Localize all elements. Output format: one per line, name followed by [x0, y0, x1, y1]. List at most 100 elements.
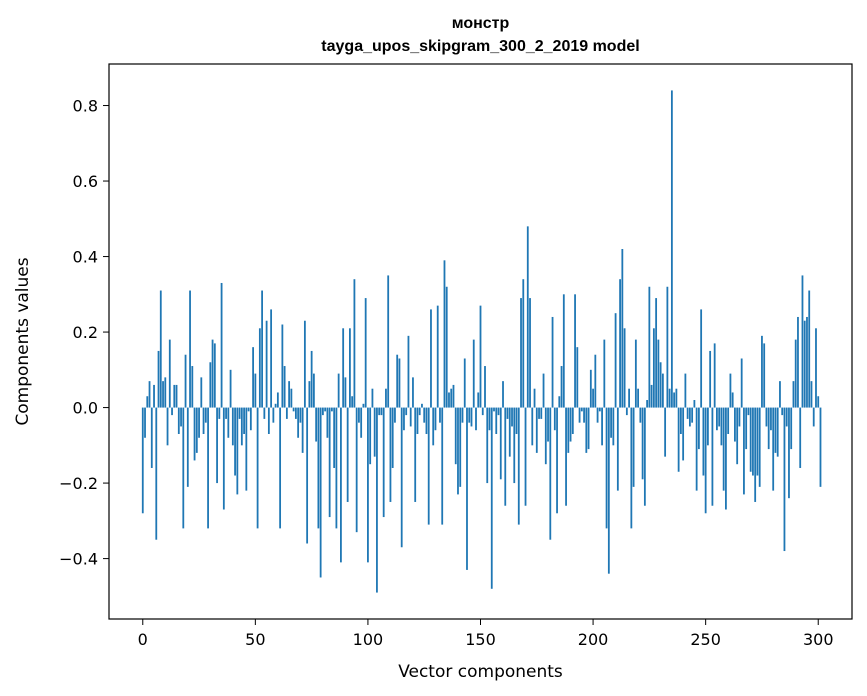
bar — [594, 354, 597, 408]
bar — [567, 407, 570, 453]
bar — [387, 275, 390, 408]
bar — [668, 388, 671, 408]
bar — [499, 407, 502, 480]
x-tick-label: 250 — [690, 630, 721, 649]
bar — [211, 339, 214, 408]
y-axis: −0.4 −0.2 0.0 0.2 0.4 0.6 0.8 — [59, 97, 109, 569]
bar — [272, 407, 275, 423]
bar — [752, 407, 754, 476]
bar — [779, 381, 781, 408]
bar — [409, 407, 412, 427]
bar — [261, 290, 263, 408]
bar — [682, 407, 685, 461]
bar — [470, 407, 473, 427]
bar — [535, 407, 538, 453]
bar — [562, 294, 565, 408]
bar — [745, 407, 748, 450]
bar — [258, 328, 261, 408]
bar — [792, 381, 795, 408]
bar — [220, 282, 223, 408]
bar — [389, 407, 392, 502]
bar — [202, 407, 205, 434]
bar — [529, 298, 531, 408]
bar — [324, 407, 327, 412]
bar — [553, 407, 556, 431]
bar — [189, 290, 191, 408]
bar — [229, 369, 232, 408]
y-tick-label: 0.8 — [73, 97, 98, 116]
x-tick-label: 100 — [353, 630, 384, 649]
bar — [531, 407, 534, 446]
bar — [819, 407, 822, 487]
bar — [434, 407, 437, 431]
bar — [252, 347, 254, 408]
bar — [436, 305, 439, 408]
bar — [427, 407, 430, 525]
bar — [448, 392, 450, 408]
bar — [538, 407, 540, 419]
bar — [297, 407, 300, 438]
bar — [797, 316, 799, 408]
bar — [596, 407, 599, 423]
bar — [808, 290, 811, 408]
bar — [326, 407, 329, 438]
x-tick-label: 200 — [578, 630, 609, 649]
bar — [146, 396, 149, 408]
bar — [639, 407, 642, 423]
bar — [171, 407, 173, 416]
bar — [439, 407, 441, 423]
bar — [484, 366, 486, 408]
bar — [601, 407, 603, 446]
bar — [763, 343, 766, 408]
bar — [612, 407, 615, 446]
bar — [661, 373, 664, 408]
bar — [576, 347, 579, 408]
bar — [155, 407, 158, 540]
bar — [632, 407, 635, 487]
bar — [182, 407, 185, 529]
bar — [488, 407, 491, 431]
bar — [770, 407, 772, 431]
bar — [799, 407, 802, 468]
bar — [463, 358, 466, 408]
bar — [180, 407, 182, 427]
bar — [416, 407, 419, 434]
bar — [515, 407, 518, 434]
bar — [274, 403, 277, 408]
bar — [765, 407, 768, 427]
bar — [774, 407, 777, 453]
bar — [254, 373, 257, 408]
bar — [319, 407, 322, 578]
bar — [783, 407, 786, 552]
bar — [153, 384, 155, 408]
bar — [634, 339, 637, 408]
bar — [720, 407, 723, 446]
bar — [603, 339, 606, 408]
bar — [569, 407, 572, 442]
bar — [815, 328, 817, 408]
bar — [749, 407, 752, 472]
bar — [385, 388, 387, 408]
bar — [418, 407, 421, 416]
bar — [396, 354, 399, 408]
bar — [168, 339, 171, 408]
bar — [725, 407, 727, 510]
bar — [267, 407, 270, 434]
bar — [716, 407, 718, 431]
bar — [193, 407, 196, 461]
bar — [574, 294, 576, 408]
bar — [506, 407, 509, 419]
bar — [400, 407, 403, 548]
bar — [695, 407, 698, 491]
bar — [454, 407, 457, 465]
bar — [481, 407, 484, 416]
bar — [279, 407, 282, 529]
bar — [308, 381, 311, 408]
bar — [263, 407, 266, 419]
bar — [144, 407, 146, 438]
x-axis: 0 50 100 150 200 250 300 — [138, 619, 834, 649]
bar — [227, 407, 230, 438]
bar — [380, 407, 383, 416]
bar — [290, 388, 293, 408]
bar — [524, 407, 527, 506]
